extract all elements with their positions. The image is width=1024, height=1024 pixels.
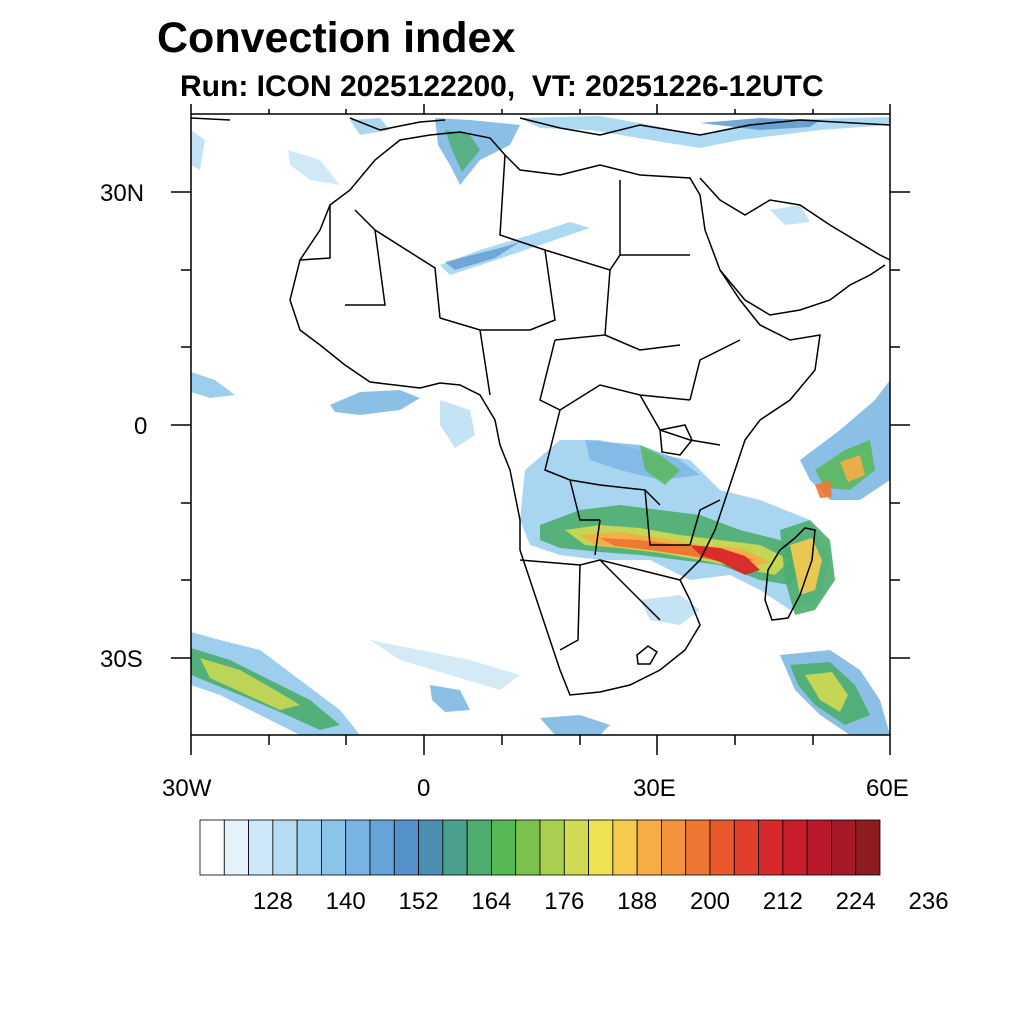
lat-label-30s: 30S — [100, 646, 143, 673]
colorbar-box — [515, 819, 541, 876]
colorbar-box — [782, 819, 808, 876]
colorbar-box — [612, 819, 638, 876]
colorbar-box — [393, 819, 419, 876]
colorbar-box — [758, 819, 784, 876]
colorbar-box — [685, 819, 711, 876]
colorbar-box — [248, 819, 274, 876]
colorbar-box — [539, 819, 565, 876]
colorbar-box — [296, 819, 322, 876]
colorbar-box — [806, 819, 832, 876]
colorbar-tick-label: 176 — [544, 888, 585, 915]
coastlines-borders — [191, 117, 890, 696]
colorbar-box — [223, 819, 249, 876]
colorbar-tick-label: 188 — [617, 888, 658, 915]
colorbar-box — [418, 819, 444, 876]
chart-subtitle: Run: ICON 2025122200, VT: 20251226-12UTC — [180, 70, 824, 103]
colorbar-tick-label: 152 — [398, 888, 439, 915]
colorbar-tick-label: 212 — [762, 888, 803, 915]
colorbar-box — [321, 819, 347, 876]
colorbar-tick-label: 236 — [908, 888, 949, 915]
colorbar-box — [709, 819, 735, 876]
colorbar-box — [442, 819, 468, 876]
colorbar-box — [491, 819, 517, 876]
convection-field — [191, 116, 890, 735]
lat-label-30n: 30N — [100, 180, 145, 207]
colorbar-tick-label: 128 — [252, 888, 293, 915]
colorbar-box — [345, 819, 371, 876]
colorbar-box — [831, 819, 857, 876]
lat-label-0: 0 — [134, 413, 148, 440]
colorbar-box — [199, 819, 225, 876]
colorbar-tick-label: 140 — [325, 888, 366, 915]
colorbar-box — [369, 819, 395, 876]
colorbar-box — [733, 819, 759, 876]
colorbar — [199, 819, 881, 876]
colorbar-box — [466, 819, 492, 876]
plot-frame — [190, 113, 891, 736]
lon-label-0: 0 — [417, 775, 431, 802]
axis-ticks — [171, 104, 910, 755]
colorbar-tick-label: 224 — [835, 888, 876, 915]
colorbar-tick-label: 200 — [689, 888, 731, 915]
colorbar-box — [563, 819, 589, 876]
colorbar-tick-label: 164 — [471, 888, 512, 915]
colorbar-box — [588, 819, 614, 876]
lon-label-60e: 60E — [866, 775, 909, 802]
colorbar-box — [272, 819, 298, 876]
colorbar-box — [636, 819, 662, 876]
colorbar-box — [661, 819, 687, 876]
colorbar-box — [855, 819, 881, 876]
lon-label-30w: 30W — [162, 775, 212, 802]
chart-title: Convection index — [157, 14, 516, 62]
lon-label-30e: 30E — [633, 775, 676, 802]
